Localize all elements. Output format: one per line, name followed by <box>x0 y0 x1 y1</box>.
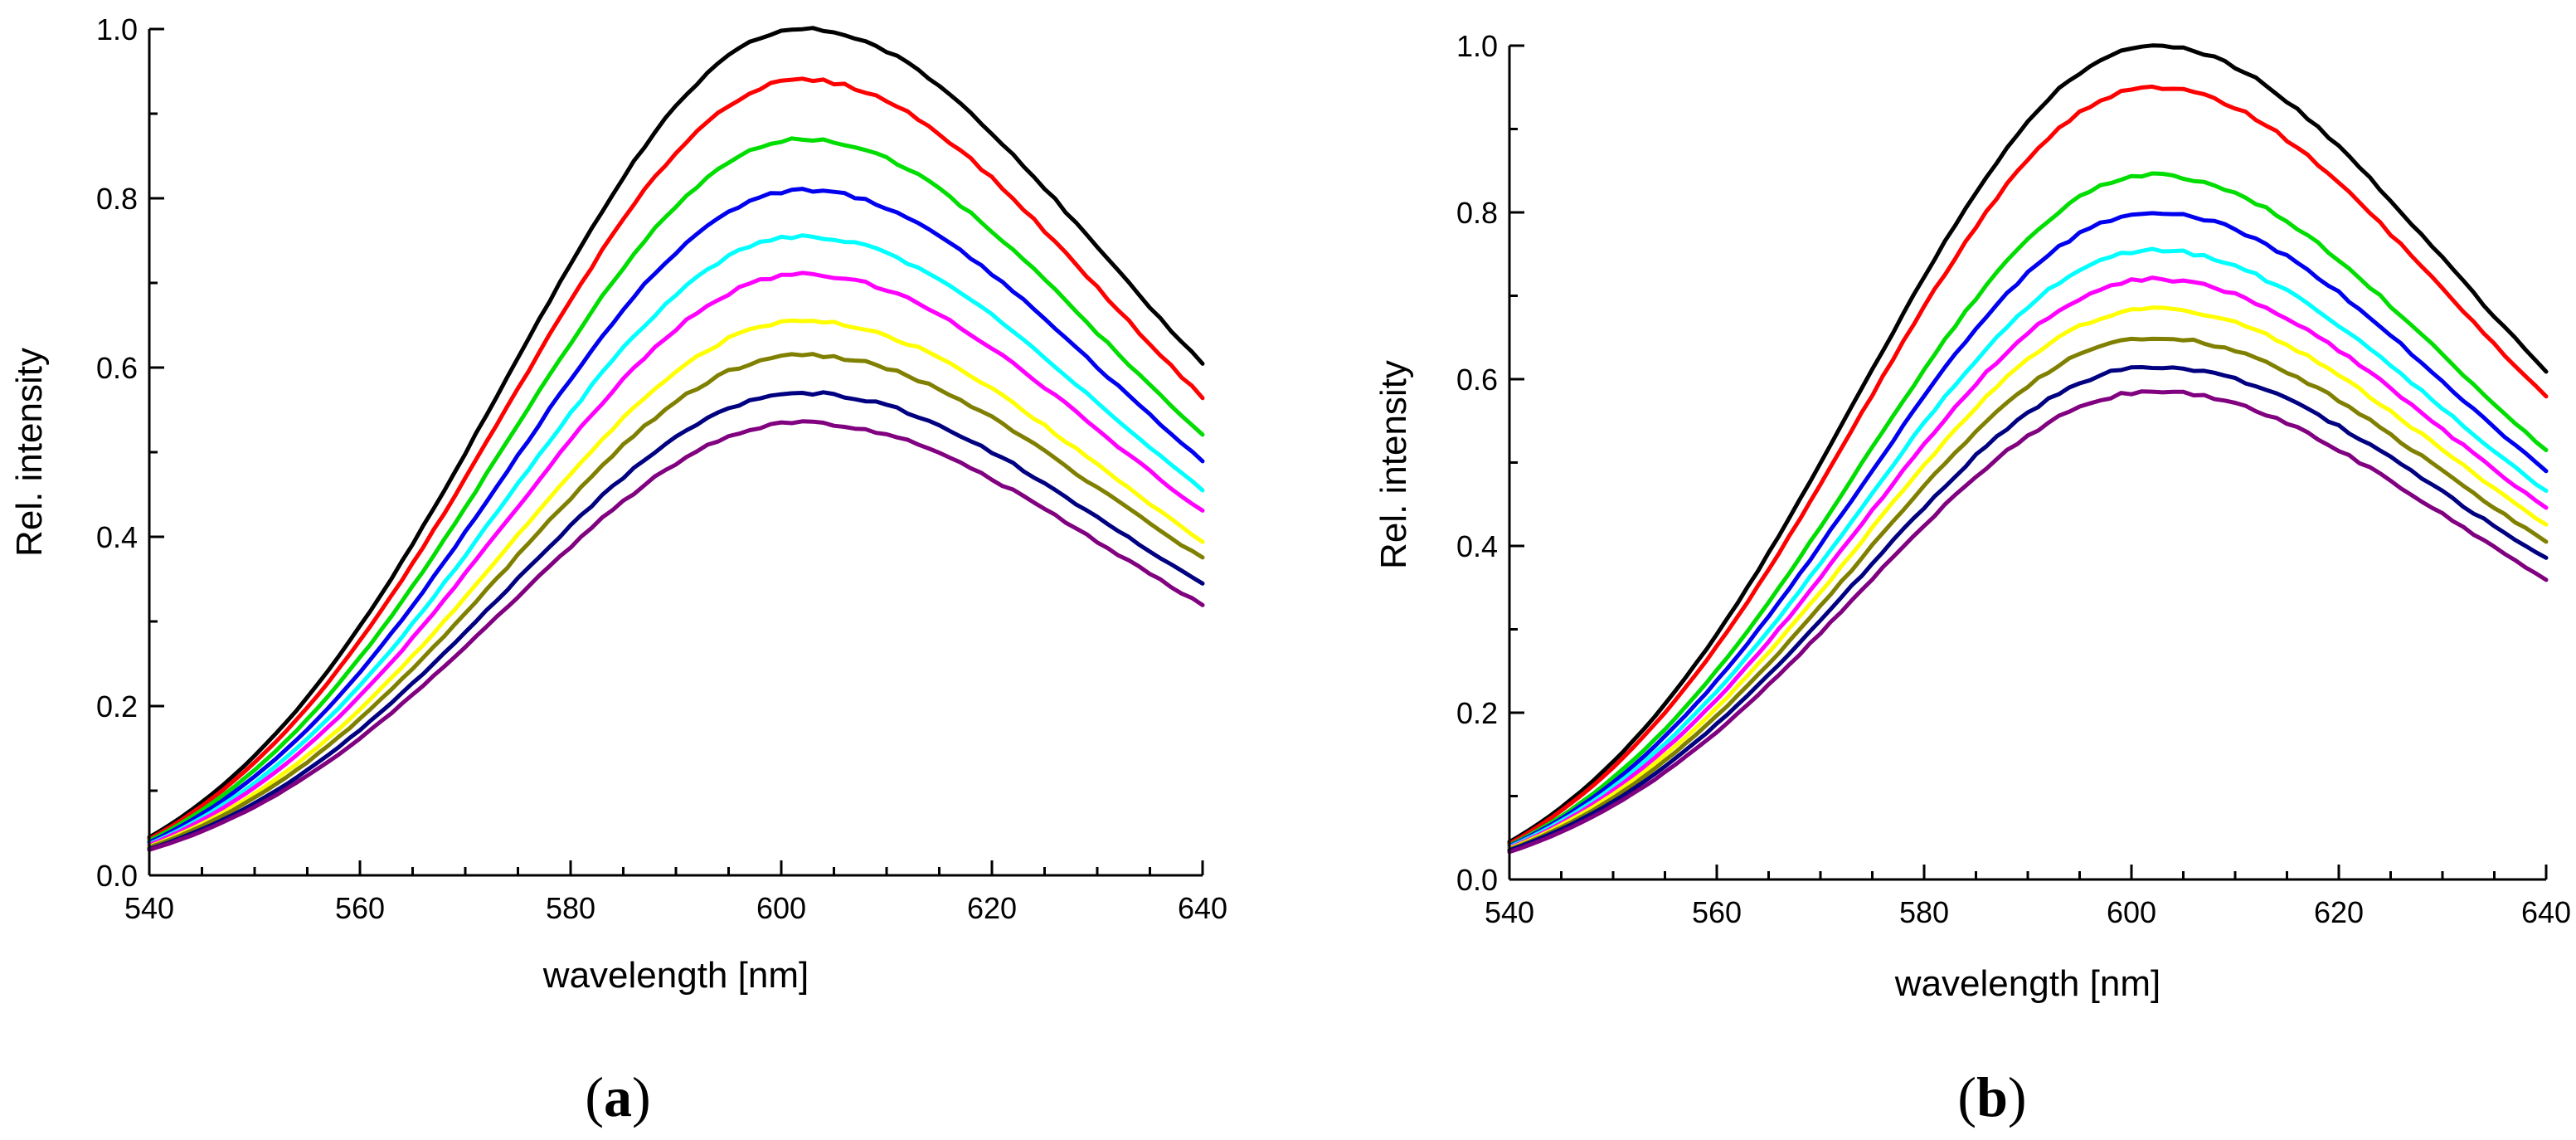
y-axis-title-b: Rel. intensity <box>1373 360 1414 569</box>
series-line-curve-8 <box>1507 336 2549 852</box>
series-group-b <box>1507 43 2549 855</box>
series-line-curve-3 <box>147 136 1205 843</box>
series-group-a <box>147 26 1205 852</box>
ticks-b <box>1508 44 2548 881</box>
x-axis-title-b: wavelength [nm] <box>1894 963 2160 1004</box>
series-line-curve-9 <box>147 390 1205 851</box>
x-tick-label: 540 <box>124 891 174 925</box>
chart-panel-a: 540 560 580 600 620 640 0.0 0.2 0.4 0.6 … <box>9 12 1227 1128</box>
y-tick-label: 0.2 <box>1456 696 1498 730</box>
y-tick-labels-b: 0.0 0.2 0.4 0.6 0.8 1.0 <box>1456 29 1498 897</box>
series-line-curve-4 <box>1507 211 2549 849</box>
panel-label-a: (a) <box>585 1065 650 1128</box>
series-line-curve-6 <box>1507 275 2549 850</box>
series-line-curve-4 <box>147 187 1205 845</box>
x-tick-label: 540 <box>1485 895 1534 929</box>
x-tick-label: 640 <box>2521 895 2571 929</box>
x-tick-label: 640 <box>1178 891 1227 925</box>
x-tick-label: 600 <box>756 891 806 925</box>
series-line-curve-5 <box>147 233 1205 846</box>
series-line-curve-8 <box>147 352 1205 850</box>
series-line-curve-10 <box>1507 389 2549 855</box>
series-line-curve-7 <box>147 318 1205 849</box>
series-line-curve-9 <box>1507 365 2549 853</box>
series-line-curve-2 <box>147 76 1205 841</box>
y-tick-label: 0.4 <box>1456 529 1498 563</box>
chart-panel-b: 540 560 580 600 620 640 0.0 0.2 0.4 0.6 … <box>1373 29 2571 1128</box>
x-tick-labels-b: 540 560 580 600 620 640 <box>1485 895 2571 929</box>
series-line-curve-1 <box>1507 43 2549 845</box>
series-line-curve-3 <box>1507 171 2549 848</box>
y-tick-label: 1.0 <box>96 12 138 46</box>
y-tick-label: 0.6 <box>96 351 138 385</box>
y-tick-label: 0.0 <box>1456 863 1498 897</box>
y-tick-label: 0.6 <box>1456 363 1498 397</box>
y-tick-label: 0.0 <box>96 859 138 893</box>
series-line-curve-2 <box>1507 84 2549 846</box>
x-tick-label: 580 <box>1899 895 1949 929</box>
panel-letter-a: a <box>604 1065 632 1128</box>
x-tick-label: 560 <box>1692 895 1742 929</box>
y-tick-label: 0.8 <box>1456 196 1498 230</box>
ticks-a <box>148 27 1204 877</box>
series-line-curve-7 <box>1507 305 2549 851</box>
series-line-curve-6 <box>147 270 1205 847</box>
series-line-curve-5 <box>1507 246 2549 850</box>
panel-letter-b: b <box>1976 1065 2008 1128</box>
x-tick-label: 560 <box>335 891 385 925</box>
y-tick-labels-a: 0.0 0.2 0.4 0.6 0.8 1.0 <box>96 12 138 893</box>
x-tick-label: 600 <box>2107 895 2156 929</box>
series-line-curve-1 <box>147 26 1205 840</box>
x-axis-title-a: wavelength [nm] <box>542 955 809 996</box>
x-tick-label: 580 <box>546 891 595 925</box>
y-tick-label: 0.8 <box>96 182 138 216</box>
x-tick-labels-a: 540 560 580 600 620 640 <box>124 891 1227 925</box>
y-axis-title-a: Rel. intensity <box>9 348 50 557</box>
series-line-curve-10 <box>147 419 1205 852</box>
x-tick-label: 620 <box>2314 895 2364 929</box>
panel-label-b: (b) <box>1957 1065 2026 1128</box>
y-tick-label: 1.0 <box>1456 29 1498 63</box>
y-tick-label: 0.2 <box>96 689 138 723</box>
y-tick-label: 0.4 <box>96 520 138 554</box>
x-tick-label: 620 <box>967 891 1017 925</box>
